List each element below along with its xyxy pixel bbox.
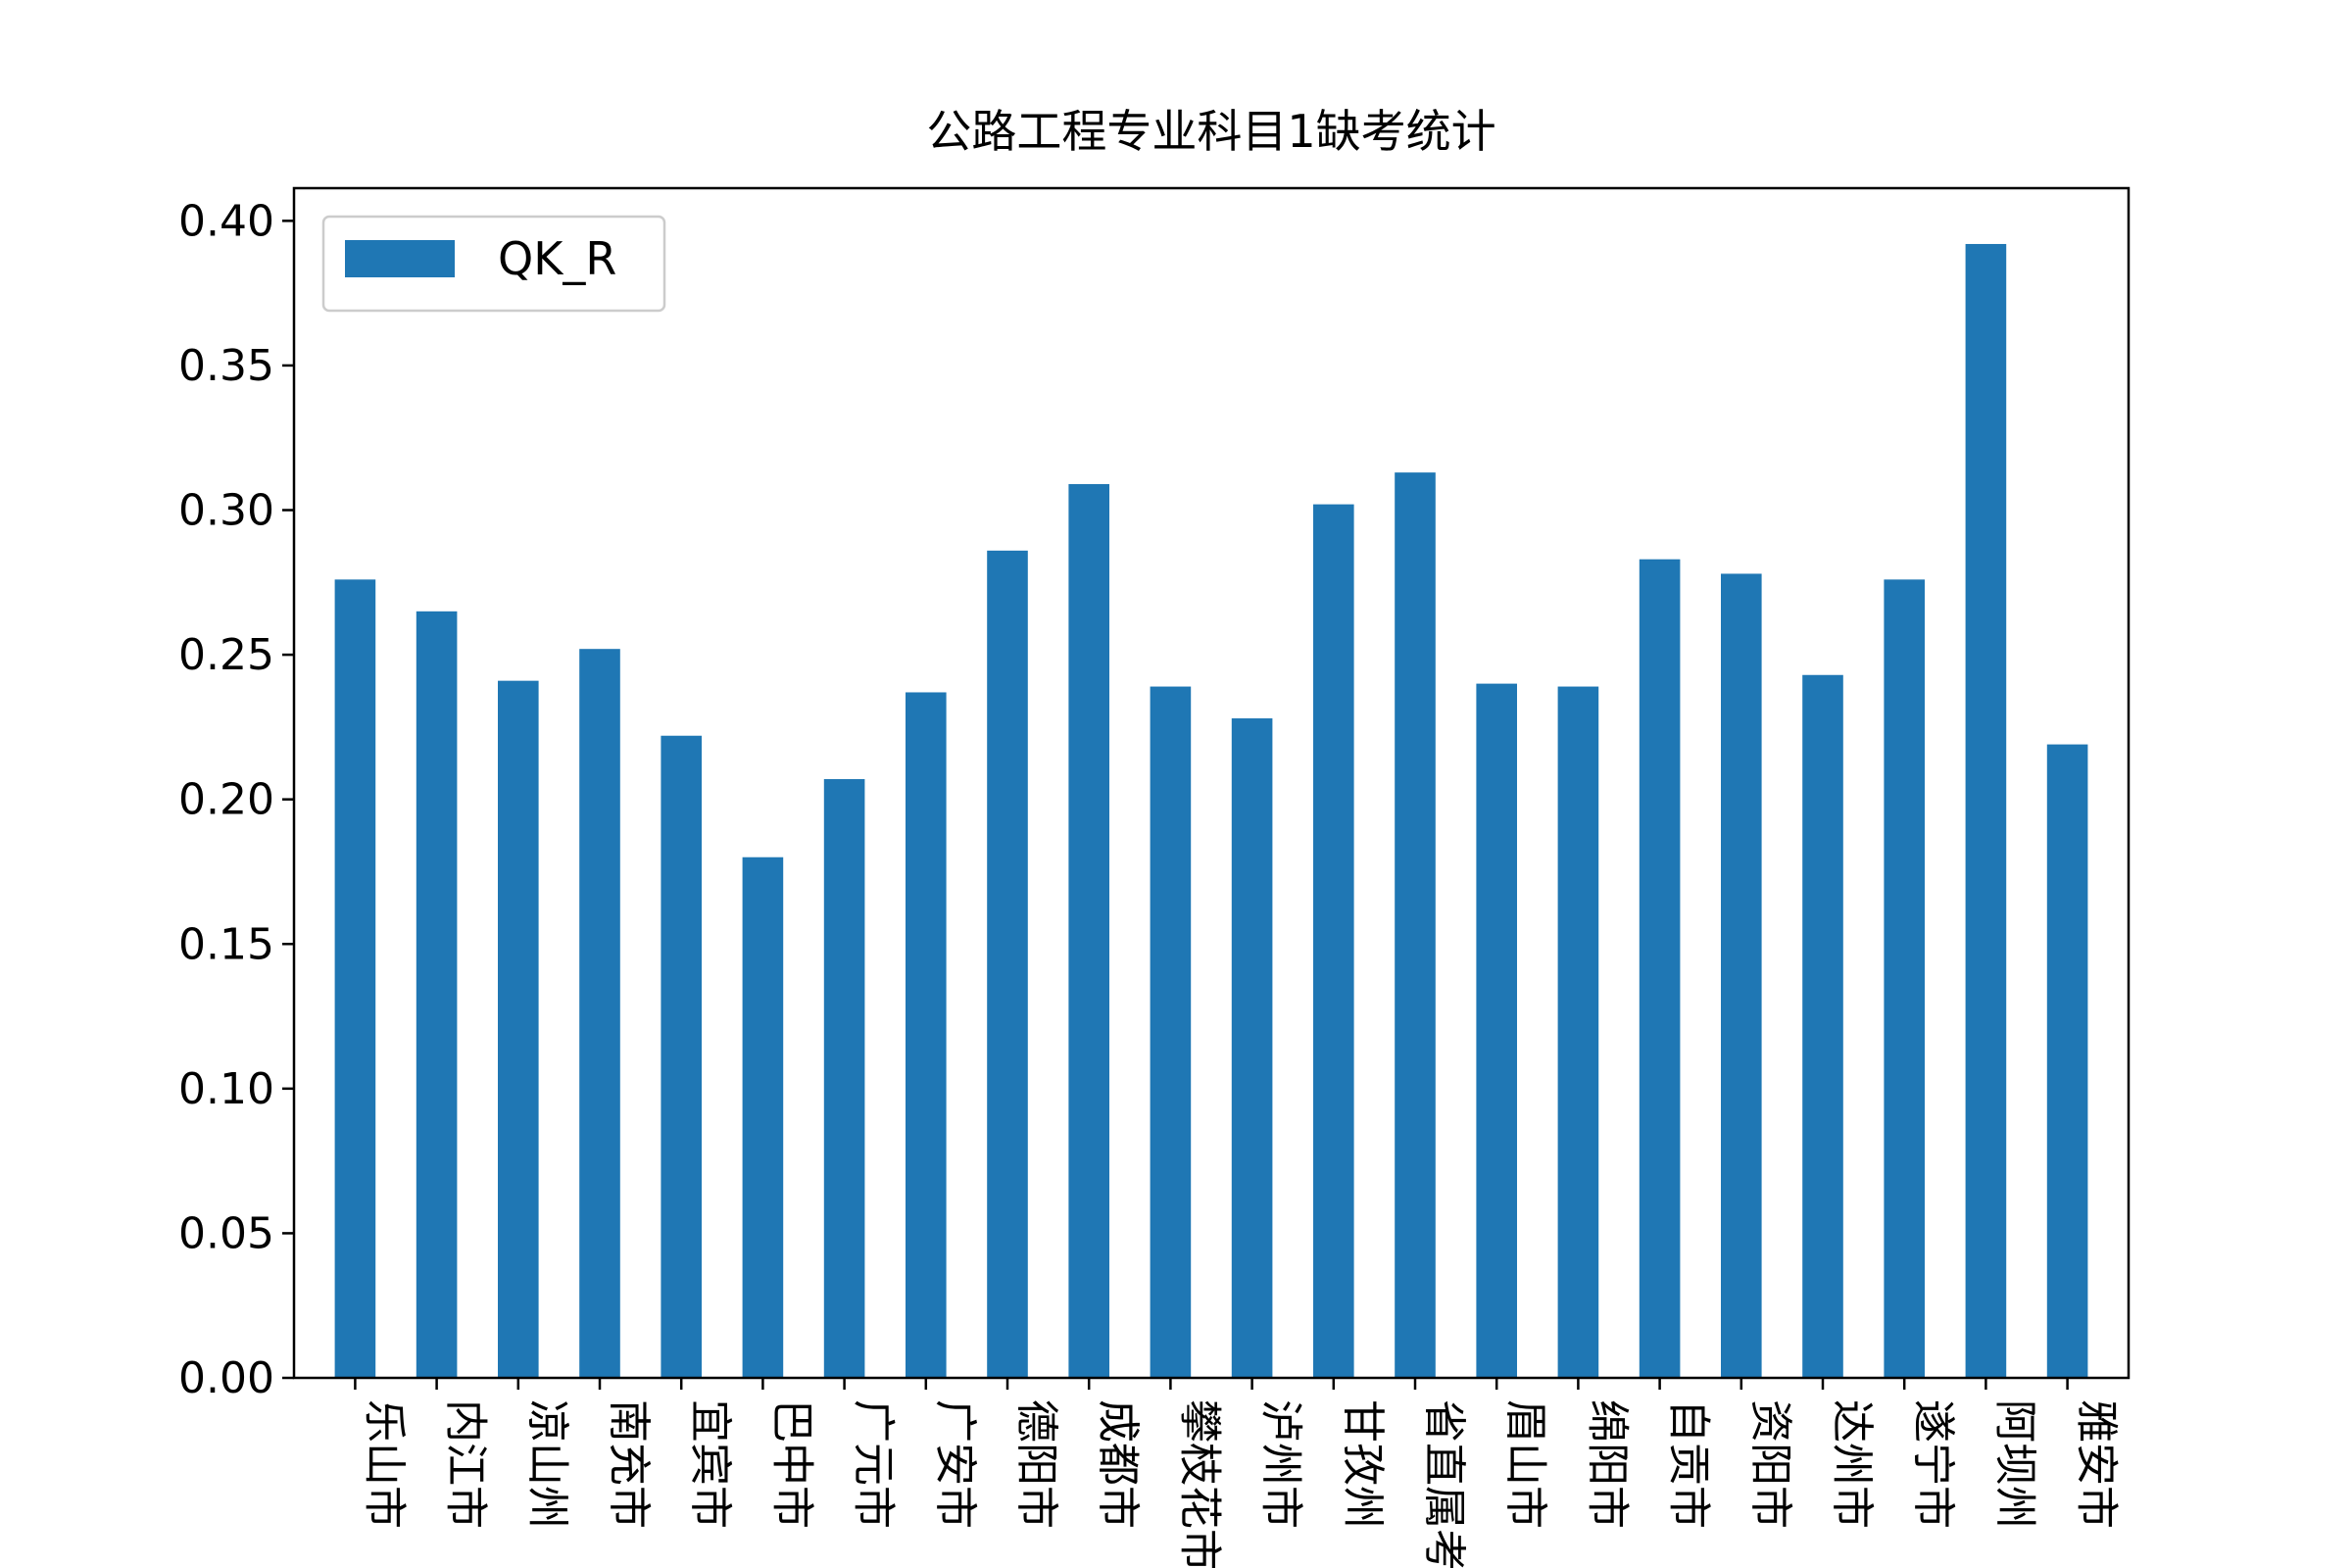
bar-20 <box>1965 243 2007 1379</box>
x-tick-label: 资阳市 <box>1745 1399 1795 1529</box>
chart-title: 公路工程专业科目1缺考统计 <box>926 105 1495 158</box>
plot-frame <box>292 186 2131 1380</box>
bar-16 <box>1639 559 1681 1378</box>
x-axis: 乐山市 内江市 凉山州 南充市 宜宾市 巴中市 广元市 广安市 德阳市 成都市 攀枝花市 泸州市 甘孜州… <box>354 1378 2122 1568</box>
bar-13 <box>1395 472 1436 1378</box>
x-tick-label: 南充市 <box>604 1399 654 1529</box>
x-tick-label: 雅安市 <box>2072 1399 2122 1529</box>
x-tick-label: 甘孜州 <box>1338 1399 1388 1529</box>
x-tick-label: 阿坝州 <box>1989 1399 2039 1529</box>
bar-12 <box>1313 504 1354 1378</box>
x-tick-label: 绵阳市 <box>1582 1399 1632 1529</box>
x-tick-label: 达州市 <box>1827 1399 1877 1529</box>
legend-swatch <box>345 240 455 277</box>
x-tick-label: 省直属考区 <box>1419 1399 1469 1568</box>
x-tick-label: 宜宾市 <box>685 1399 735 1529</box>
x-tick-label: 自贡市 <box>1664 1399 1714 1529</box>
x-tick-label: 广元市 <box>849 1399 899 1529</box>
bar-15 <box>1557 686 1599 1378</box>
x-tick-label: 广安市 <box>930 1399 980 1529</box>
x-tick-label: 凉山州 <box>522 1399 572 1529</box>
x-tick-label: 巴中市 <box>766 1399 816 1529</box>
x-tick-label: 泸州市 <box>1256 1399 1306 1529</box>
bar-21 <box>2046 744 2088 1378</box>
x-tick-label: 成都市 <box>1093 1399 1143 1529</box>
bar-7 <box>906 692 947 1378</box>
y-tick-label: 0.20 <box>178 775 274 825</box>
bar-11 <box>1231 718 1273 1378</box>
y-tick-label: 0.15 <box>178 919 274 969</box>
bar-10 <box>1150 686 1192 1378</box>
legend: QK_R <box>321 215 666 313</box>
y-tick-label: 0.40 <box>178 196 274 246</box>
bar-14 <box>1476 683 1517 1378</box>
x-tick-label: 内江市 <box>441 1399 491 1529</box>
bar-0 <box>334 579 376 1378</box>
bar-19 <box>1884 579 1925 1378</box>
bar-2 <box>498 680 539 1378</box>
bar-5 <box>742 857 784 1378</box>
y-tick-label: 0.35 <box>178 341 274 391</box>
bar-18 <box>1802 674 1843 1378</box>
y-tick-label: 0.25 <box>178 630 274 680</box>
bar-17 <box>1721 573 1762 1378</box>
bar-9 <box>1068 483 1109 1378</box>
x-tick-label: 攀枝花市 <box>1174 1399 1224 1568</box>
bars-layer <box>334 243 2088 1379</box>
x-tick-label: 眉山市 <box>1500 1399 1550 1529</box>
y-tick-label: 0.10 <box>178 1064 274 1114</box>
bar-6 <box>823 779 865 1378</box>
x-tick-label: 乐山市 <box>359 1399 409 1529</box>
bar-8 <box>987 550 1028 1378</box>
x-tick-label: 德阳市 <box>1011 1399 1061 1529</box>
y-tick-label: 0.00 <box>178 1353 274 1403</box>
bar-4 <box>661 735 702 1378</box>
y-tick-label: 0.30 <box>178 486 274 536</box>
x-tick-label: 遂宁市 <box>1908 1399 1958 1529</box>
legend-label: QK_R <box>498 232 616 285</box>
y-tick-label: 0.05 <box>178 1208 274 1258</box>
bar-3 <box>579 649 620 1378</box>
y-axis: 0.00 0.05 0.10 0.15 0.20 0.25 0.30 0.35 0.40 <box>178 196 294 1403</box>
bar-1 <box>416 611 458 1378</box>
